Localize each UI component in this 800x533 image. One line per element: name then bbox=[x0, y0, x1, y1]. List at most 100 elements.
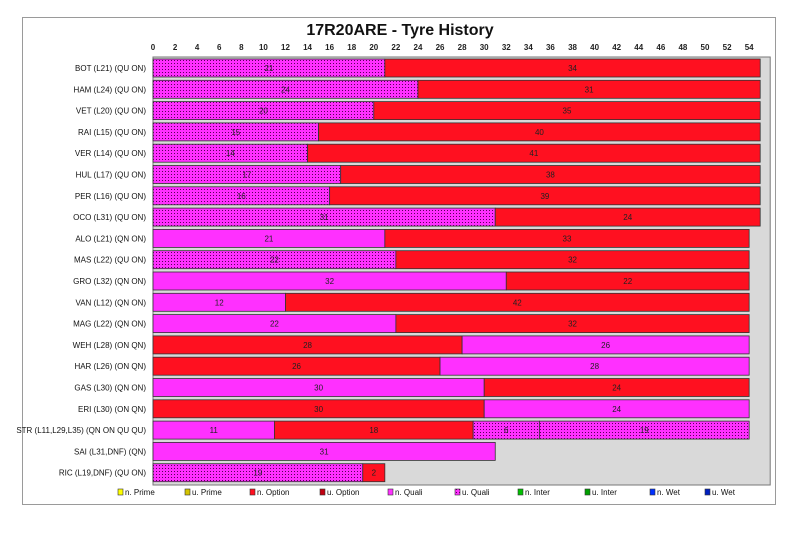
legend-label: n. Option bbox=[257, 488, 289, 497]
stint-value-label: 31 bbox=[320, 447, 329, 456]
stint-bar bbox=[395, 250, 750, 270]
x-tick-label: 38 bbox=[568, 43, 577, 52]
stint-value-label: 16 bbox=[237, 192, 246, 201]
x-tick-label: 34 bbox=[524, 43, 533, 52]
row-label: PER (L16) (QU ON) bbox=[75, 192, 146, 201]
stint-value-label: 42 bbox=[513, 298, 522, 307]
row-label: STR (L11,L29,L35) (QN ON QU QU) bbox=[16, 426, 146, 435]
stint-value-label: 32 bbox=[568, 256, 577, 265]
x-tick-label: 52 bbox=[723, 43, 732, 52]
stint-value-label: 18 bbox=[369, 426, 378, 435]
x-tick-label: 54 bbox=[745, 43, 754, 52]
row-label: VER (L14) (QU ON) bbox=[75, 149, 146, 158]
stint-value-label: 34 bbox=[568, 64, 577, 73]
stint-bar bbox=[285, 292, 750, 312]
x-tick-label: 0 bbox=[151, 43, 156, 52]
x-tick-label: 10 bbox=[259, 43, 268, 52]
x-tick-label: 48 bbox=[678, 43, 687, 52]
stint-value-label: 19 bbox=[253, 469, 262, 478]
legend-swatch bbox=[584, 488, 591, 496]
stint-value-label: 40 bbox=[535, 128, 544, 137]
stint-value-label: 28 bbox=[590, 362, 599, 371]
row-label: ALO (L21) (QN ON) bbox=[75, 234, 146, 243]
stint-value-label: 24 bbox=[623, 213, 632, 222]
legend-label: u. Quali bbox=[462, 488, 490, 497]
legend-swatch bbox=[184, 488, 191, 496]
x-tick-label: 24 bbox=[414, 43, 423, 52]
row-label: GRO (L32) (QN ON) bbox=[73, 277, 146, 286]
stint-value-label: 15 bbox=[231, 128, 240, 137]
row-label: BOT (L21) (QU ON) bbox=[75, 64, 146, 73]
stint-value-label: 30 bbox=[314, 384, 323, 393]
x-tick-label: 50 bbox=[701, 43, 710, 52]
row-label: RIC (L19,DNF) (QU ON) bbox=[59, 469, 146, 478]
stint-bar bbox=[329, 186, 761, 206]
stint-bar bbox=[483, 399, 750, 419]
stint-value-label: 31 bbox=[585, 85, 594, 94]
stint-bar bbox=[384, 58, 761, 78]
stint-value-label: 22 bbox=[270, 256, 279, 265]
x-tick-label: 8 bbox=[239, 43, 244, 52]
legend-label: u. Inter bbox=[592, 488, 617, 497]
stint-value-label: 6 bbox=[504, 426, 509, 435]
x-tick-label: 46 bbox=[656, 43, 665, 52]
x-tick-label: 6 bbox=[217, 43, 222, 52]
row-label: HAM (L24) (QU ON) bbox=[74, 85, 147, 94]
stint-bar bbox=[318, 122, 761, 142]
stint-value-label: 32 bbox=[325, 277, 334, 286]
stint-value-label: 21 bbox=[264, 64, 273, 73]
stint-value-label: 26 bbox=[601, 341, 610, 350]
x-tick-label: 30 bbox=[480, 43, 489, 52]
legend-swatch bbox=[387, 488, 394, 496]
legend-label: n. Wet bbox=[657, 488, 681, 497]
stint-value-label: 28 bbox=[303, 341, 312, 350]
legend-label: u. Prime bbox=[192, 488, 222, 497]
row-label: WEH (L28) (ON QN) bbox=[73, 341, 147, 350]
x-tick-label: 4 bbox=[195, 43, 200, 52]
stint-bar bbox=[362, 463, 386, 483]
stint-value-label: 22 bbox=[623, 277, 632, 286]
legend-label: n. Prime bbox=[125, 488, 155, 497]
row-label: HUL (L17) (QU ON) bbox=[76, 171, 147, 180]
stint-value-label: 39 bbox=[540, 192, 549, 201]
stint-bar bbox=[384, 228, 750, 248]
stint-value-label: 14 bbox=[226, 149, 235, 158]
legend-swatch bbox=[517, 488, 524, 496]
x-tick-label: 20 bbox=[369, 43, 378, 52]
legend-swatch bbox=[249, 488, 256, 496]
stint-bar bbox=[539, 420, 750, 440]
stint-value-label: 19 bbox=[640, 426, 649, 435]
stint-value-label: 24 bbox=[612, 384, 621, 393]
stint-value-label: 22 bbox=[270, 320, 279, 329]
row-label: HAR (L26) (ON QN) bbox=[74, 362, 146, 371]
row-label: SAI (L31,DNF) (QN) bbox=[74, 447, 146, 456]
x-tick-label: 44 bbox=[634, 43, 643, 52]
stint-value-label: 31 bbox=[320, 213, 329, 222]
x-tick-label: 16 bbox=[325, 43, 334, 52]
legend-swatch bbox=[319, 488, 326, 496]
stint-bar bbox=[373, 101, 761, 120]
stint-value-label: 12 bbox=[215, 298, 224, 307]
stint-bar bbox=[395, 314, 750, 334]
stint-bar bbox=[494, 207, 761, 227]
legend-swatch bbox=[704, 488, 711, 496]
x-tick-label: 22 bbox=[391, 43, 400, 52]
stint-value-label: 2 bbox=[372, 469, 377, 478]
stint-value-label: 26 bbox=[292, 362, 301, 371]
stint-value-label: 33 bbox=[563, 234, 572, 243]
stint-value-label: 32 bbox=[568, 320, 577, 329]
chart-title: 17R20ARE - Tyre History bbox=[306, 22, 494, 39]
stint-bar bbox=[505, 271, 750, 291]
stint-value-label: 24 bbox=[612, 405, 621, 414]
stint-value-label: 17 bbox=[242, 171, 251, 180]
legend-label: u. Option bbox=[327, 488, 359, 497]
row-label: OCO (L31) (QU ON) bbox=[73, 213, 146, 222]
legend-swatch bbox=[117, 488, 124, 496]
stint-value-label: 24 bbox=[281, 85, 290, 94]
legend-swatch bbox=[454, 488, 461, 496]
row-label: MAG (L22) (QN ON) bbox=[73, 320, 146, 329]
x-tick-label: 40 bbox=[590, 43, 599, 52]
stint-value-label: 38 bbox=[546, 171, 555, 180]
legend-swatch bbox=[649, 488, 656, 496]
